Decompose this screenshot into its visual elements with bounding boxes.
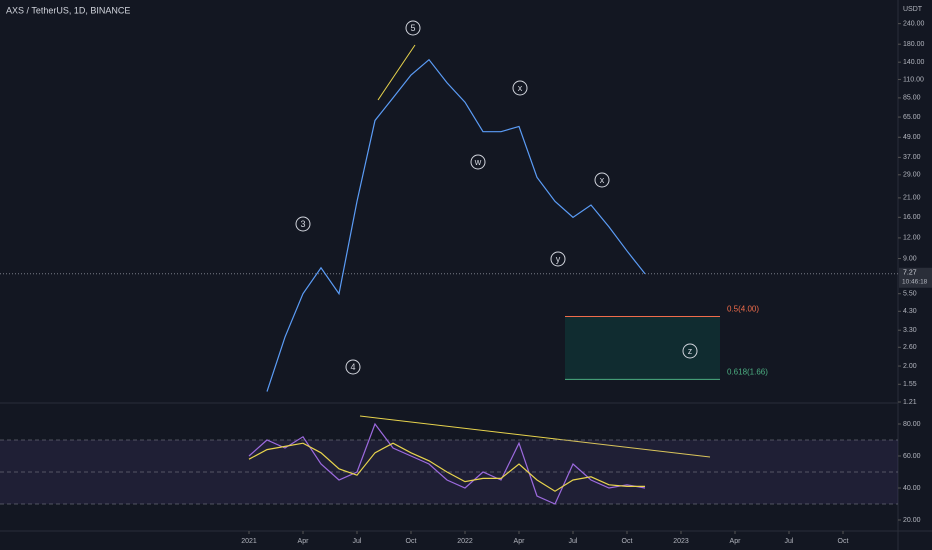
wave-circle: [405, 20, 421, 36]
wave-label: z: [688, 346, 693, 356]
y-tick-label: 2.60: [903, 344, 917, 351]
x-tick-label: Apr: [514, 538, 526, 545]
wave-label: 5: [410, 23, 415, 33]
y-tick-label: 180.00: [903, 41, 925, 48]
x-tick-label: 2021: [241, 538, 257, 545]
wave-circle: [512, 80, 528, 96]
wave-label: 4: [350, 362, 355, 372]
wedge-line: [377, 44, 416, 101]
wave-circle: [295, 216, 311, 232]
wave-circle: [345, 359, 361, 375]
y-tick-label: 1.55: [903, 381, 917, 388]
wave-label: x: [518, 83, 523, 93]
y-tick-label: 80.00: [903, 421, 921, 428]
fib-label: 0.618(1.66): [727, 367, 768, 376]
x-tick-label: Oct: [406, 538, 417, 545]
y-tick-label: 20.00: [903, 517, 921, 524]
x-tick-label: Jul: [785, 538, 794, 545]
x-tick-label: 2023: [673, 538, 689, 545]
y-tick-label: 110.00: [903, 76, 924, 83]
x-tick-label: Oct: [622, 538, 633, 545]
y-tick-label: 4.30: [903, 308, 917, 315]
y-tick-label: 60.00: [903, 453, 921, 460]
fib-zone: [565, 316, 720, 380]
wave-label: w: [474, 157, 482, 167]
wave-circle: [550, 251, 566, 267]
y-tick-label: 240.00: [903, 20, 925, 27]
y-tick-label: 3.30: [903, 327, 917, 334]
y-tick-label: 85.00: [903, 95, 921, 102]
y-tick-label: 2.00: [903, 363, 917, 370]
y-tick-label: 16.00: [903, 214, 921, 221]
x-tick-label: Apr: [730, 538, 742, 545]
last-price-label: 7.27: [903, 270, 917, 277]
y-tick-label: 1.21: [903, 399, 917, 406]
y-tick-label: 21.00: [903, 195, 921, 202]
wave-circle: [594, 172, 610, 188]
y-tick-label: 65.00: [903, 114, 921, 121]
x-tick-label: Apr: [298, 538, 310, 545]
series-line: [266, 58, 646, 392]
last-price-box: [899, 267, 932, 288]
y-tick-label: 140.00: [903, 59, 925, 66]
wave-circle: [470, 154, 486, 170]
y-tick-label: 12.00: [903, 235, 921, 242]
series-line: [248, 422, 646, 505]
x-tick-label: Jul: [353, 538, 362, 545]
x-tick-label: Jul: [569, 538, 578, 545]
y-tick-label: 5.50: [903, 291, 917, 298]
wave-label: x: [600, 175, 605, 185]
axis-unit: USDT: [903, 6, 923, 13]
wave-label: y: [556, 254, 561, 264]
y-tick-label: 49.00: [903, 134, 921, 141]
x-tick-label: 2022: [457, 538, 473, 545]
y-tick-label: 29.00: [903, 172, 921, 179]
series-line: [248, 442, 645, 492]
symbol-title: AXS / TetherUS, 1D, BINANCE: [6, 5, 130, 15]
x-tick-label: Oct: [838, 538, 849, 545]
y-tick-label: 40.00: [903, 485, 921, 492]
fib-label: 0.5(4.00): [727, 305, 759, 314]
rsi-trendline: [359, 415, 711, 458]
y-tick-label: 37.00: [903, 154, 921, 161]
wave-circle: [682, 343, 698, 359]
wave-label: 3: [300, 219, 305, 229]
y-tick-label: 9.00: [903, 255, 917, 262]
countdown-label: 10:46:18: [902, 278, 928, 285]
